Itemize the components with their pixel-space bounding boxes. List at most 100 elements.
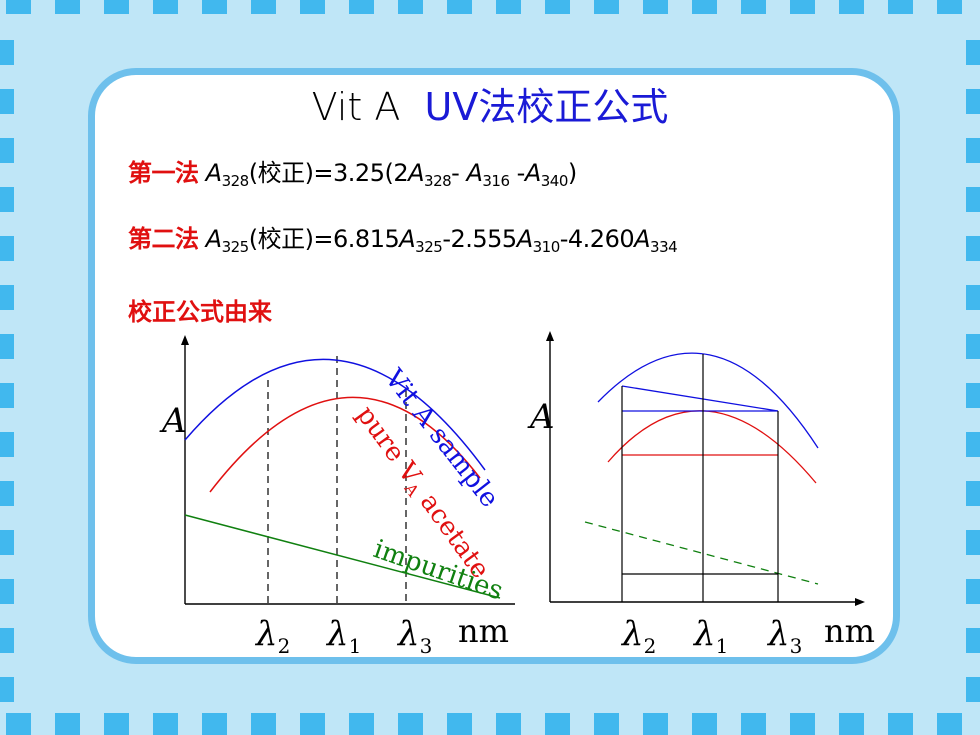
stripe-square <box>0 677 14 702</box>
right-tick-lambda-1: λ1 <box>692 614 728 658</box>
title-vit-a: Vit A <box>311 85 401 129</box>
method-1-label: 第一法 <box>128 158 199 187</box>
tick-subscript: 2 <box>644 634 657 658</box>
lambda-symbol: λ <box>396 614 420 654</box>
formula-method-2: 第二法 A325(校正)=6.815A325-2.555A310-4.260A3… <box>128 222 678 264</box>
stripe-square <box>104 713 129 735</box>
right-sample-curve <box>597 352 819 449</box>
right-graph: A λ2 λ1 λ3 nm <box>527 331 875 658</box>
stripe-square <box>966 334 980 359</box>
method-2-sub: 310 <box>532 238 561 256</box>
stripe-square <box>966 236 980 261</box>
method-1-term: A <box>408 159 425 187</box>
stripe-square <box>741 0 766 14</box>
stripe-square <box>202 713 227 735</box>
method-2-term: A <box>399 225 416 253</box>
method-2-text: (校正)=6.815 <box>248 225 400 253</box>
stripe-square <box>966 187 980 212</box>
stripe-square <box>0 579 14 604</box>
stripe-square <box>496 713 521 735</box>
stripe-square <box>937 0 962 14</box>
right-pure-curve <box>607 410 817 484</box>
impurities-label: impurities <box>370 534 507 606</box>
method-1-text: - <box>509 159 526 187</box>
method-2-term: A <box>205 225 222 253</box>
method-1-sub: 340 <box>540 172 569 190</box>
lambda-symbol: λ <box>620 614 644 654</box>
left-graph: A Vit A sample pure VA acetate impuritie… <box>159 335 515 658</box>
method-1-term: A <box>466 159 483 187</box>
lambda-symbol: λ <box>766 614 790 654</box>
stripe-square <box>545 713 570 735</box>
method-2-term: A <box>634 225 651 253</box>
stripe-square <box>594 0 619 14</box>
stripe-square <box>55 0 80 14</box>
stripe-square <box>790 713 815 735</box>
method-1-sub: 316 <box>482 172 510 190</box>
lambda-symbol: λ <box>254 614 278 654</box>
left-tick-lambda-3: λ3 <box>396 614 432 658</box>
stripe-square <box>349 713 374 735</box>
stripe-square <box>966 285 980 310</box>
stripe-square <box>0 383 14 408</box>
method-1-sub: 328 <box>424 172 452 190</box>
page-title: Vit A UV法校正公式 <box>0 82 980 132</box>
method-1-text: - <box>451 159 467 187</box>
stripe-square <box>0 40 14 65</box>
stripe-square <box>839 0 864 14</box>
stripe-square <box>741 713 766 735</box>
stripe-square <box>0 285 14 310</box>
stripe-square <box>692 0 717 14</box>
stripe-square <box>0 138 14 163</box>
tick-subscript: 1 <box>349 634 362 658</box>
stripe-square <box>966 628 980 653</box>
stripe-square <box>6 713 31 735</box>
left-tick-lambda-1: λ1 <box>325 614 361 658</box>
method-2-term: A <box>516 225 533 253</box>
stripe-square <box>6 0 31 14</box>
stripe-square <box>937 713 962 735</box>
vit-a-sample-curve <box>184 358 486 471</box>
stripe-square <box>0 89 14 114</box>
stripe-square <box>0 432 14 457</box>
stripe-square <box>153 713 178 735</box>
left-x-unit: nm <box>458 612 509 650</box>
method-1-text: (校正)=3.25(2 <box>248 159 409 187</box>
method-2-sub: 334 <box>650 238 678 256</box>
method-1-term: A <box>524 159 541 187</box>
stripe-square <box>300 713 325 735</box>
stripe-square <box>0 628 14 653</box>
tick-subscript: 3 <box>420 634 433 658</box>
stripe-square <box>966 89 980 114</box>
right-y-axis-label: A <box>527 397 555 437</box>
lambda-symbol: λ <box>692 614 716 654</box>
stripe-square <box>790 0 815 14</box>
method-2-text: -2.555 <box>442 225 517 253</box>
stripe-square <box>0 481 14 506</box>
method-2-text: -4.260 <box>559 225 635 253</box>
tick-subscript: 2 <box>278 634 291 658</box>
stripe-square <box>0 187 14 212</box>
stripe-square <box>496 0 521 14</box>
origin-heading: 校正公式由来 <box>128 297 272 326</box>
stripe-square <box>839 713 864 735</box>
stripe-square <box>0 334 14 359</box>
stripe-square <box>398 713 423 735</box>
stripe-square <box>55 713 80 735</box>
right-tick-lambda-2: λ2 <box>620 614 656 658</box>
stripe-square <box>349 0 374 14</box>
right-sample-chord <box>621 385 779 412</box>
right-impurity-line <box>584 521 819 585</box>
stripe-square <box>153 0 178 14</box>
stripe-square <box>300 0 325 14</box>
method-1-term: A <box>205 159 222 187</box>
left-tick-lambda-2: λ2 <box>254 614 290 658</box>
impurities-line <box>184 514 501 599</box>
stripe-square <box>398 0 423 14</box>
right-tick-lambda-3: λ3 <box>766 614 802 658</box>
method-2-sub: 325 <box>221 238 250 256</box>
stripe-square <box>251 713 276 735</box>
stripe-square <box>966 40 980 65</box>
stripe-square <box>966 579 980 604</box>
